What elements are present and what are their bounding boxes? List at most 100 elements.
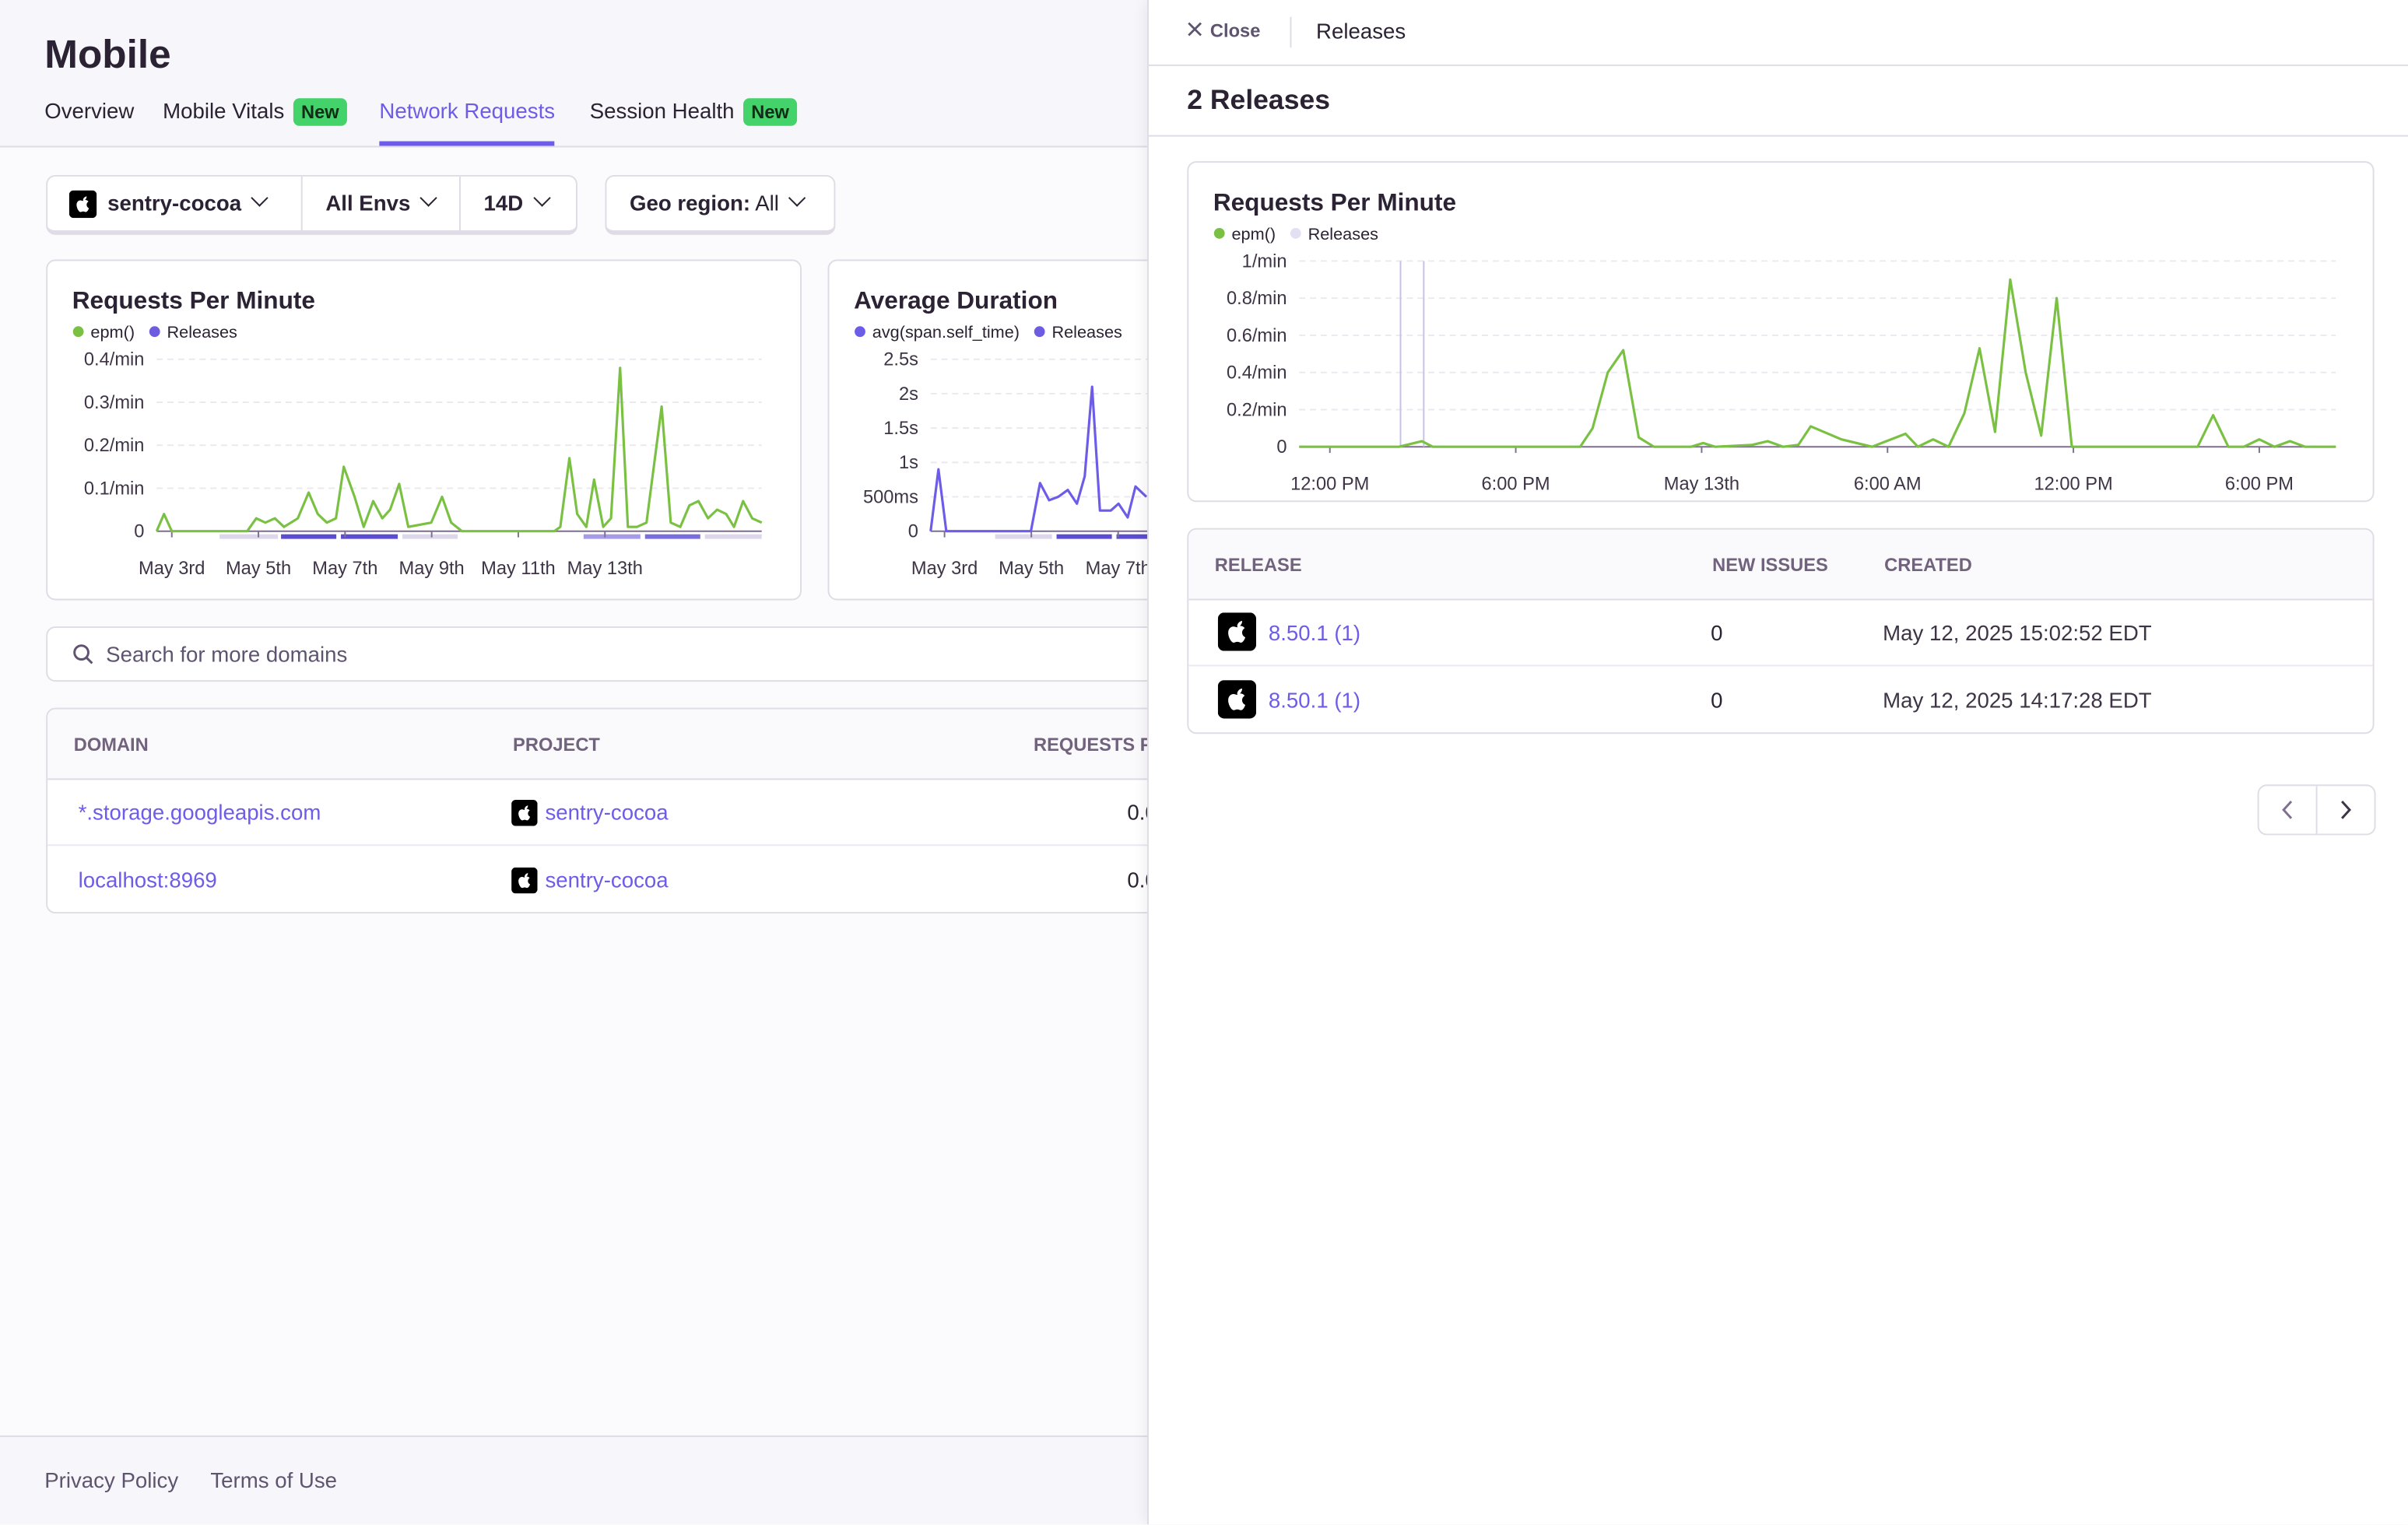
project-link[interactable]: sentry-cocoa <box>545 867 669 892</box>
x-tick-label: 6:00 PM <box>2225 474 2294 494</box>
badge: New <box>293 98 347 126</box>
footer-link[interactable]: Privacy Policy <box>44 1467 179 1492</box>
cell: 0 <box>1711 687 1723 713</box>
legend-dot <box>149 326 160 338</box>
y-tick-label: 1.5s <box>883 419 918 439</box>
badge: New <box>743 98 797 126</box>
tab-label: Session Health <box>589 98 735 123</box>
x-tick-label: May 13th <box>567 559 643 579</box>
x-tick-label: May 13th <box>1664 474 1739 494</box>
x-tick-label: 12:00 PM <box>2034 474 2112 494</box>
project-filter[interactable]: sentry-cocoa <box>107 189 269 216</box>
chart-card: Requests Per Minute epm() Releases 0 0.2/min… <box>1187 161 2375 503</box>
x-tick-label: May 7th <box>1086 559 1151 579</box>
x-tick-label: 6:00 AM <box>1854 474 1922 494</box>
env-filter[interactable]: All Envs <box>325 189 438 216</box>
x-tick-label: May 5th <box>999 559 1064 579</box>
x-tick-label: May 3rd <box>911 559 978 579</box>
releases-table: RELEASE NEW ISSUES CREATED 8.50.1 (1) 0 … <box>1187 528 2375 734</box>
tab[interactable]: Overview <box>44 98 135 123</box>
tab-label: Mobile Vitals <box>163 98 285 123</box>
y-tick-label: 0.2/min <box>1227 400 1287 420</box>
chart: Requests Per Minute epm() Releases 0 0.2/min… <box>1213 188 2336 494</box>
chart-title: Requests Per Minute <box>1213 188 1456 216</box>
x-tick-label: May 3rd <box>139 559 205 579</box>
legend-label: epm() <box>1232 224 1276 244</box>
y-tick-label: 0.4/min <box>1227 363 1287 384</box>
y-tick-label: 0.2/min <box>84 436 145 456</box>
period-filter[interactable]: 14D <box>483 189 551 216</box>
series-line <box>1299 278 2336 448</box>
close-button[interactable]: Close <box>1187 19 1261 42</box>
legend-label: epm() <box>90 322 135 342</box>
cell: May 12, 2025 14:17:28 EDT <box>1883 687 2152 713</box>
cell: May 12, 2025 15:02:52 EDT <box>1883 620 2152 645</box>
legend-label: avg(span.self_time) <box>872 322 1020 342</box>
y-tick-label: 0.1/min <box>84 479 145 499</box>
legend-dot <box>1213 228 1225 239</box>
th: DOMAIN <box>73 734 149 755</box>
x-tick-label: May 11th <box>481 559 556 579</box>
drawer: Close Releases 2 Releases Requests Per M… <box>1146 0 2408 1525</box>
y-tick-label: 0.8/min <box>1227 289 1287 309</box>
next[interactable] <box>2337 800 2353 820</box>
chart-title: Average Duration <box>854 286 1058 314</box>
th: PROJECT <box>513 734 600 755</box>
chart-card: Requests Per Minute epm() Releases 0 0.1/min… <box>46 259 802 601</box>
x-tick-label: May 5th <box>226 559 291 579</box>
x-tick-label: 6:00 PM <box>1482 474 1550 494</box>
y-tick-label: 0.4/min <box>84 350 145 370</box>
th: REQUESTS P <box>1033 734 1153 755</box>
tab[interactable]: Session Health New <box>589 98 797 126</box>
y-tick-label: 0 <box>1276 437 1286 457</box>
legend-dot <box>72 326 84 338</box>
prev[interactable] <box>2280 800 2296 820</box>
legend-dot <box>1290 228 1301 239</box>
legend-label: Releases <box>167 322 237 342</box>
y-tick-label: 0 <box>134 522 144 542</box>
y-tick-label: 1s <box>899 453 918 473</box>
breadcrumb: Releases <box>1316 18 1406 44</box>
legend-label: Releases <box>1308 224 1379 244</box>
geo-value: All <box>755 190 779 216</box>
project-name: sentry-cocoa <box>107 190 242 216</box>
period: 14D <box>483 190 524 216</box>
geo-label: Geo region: <box>630 190 751 216</box>
series-line <box>155 366 763 533</box>
env-name: All Envs <box>325 190 411 216</box>
th: NEW ISSUES <box>1712 554 1828 576</box>
filter-bar: sentry-cocoa All Envs 14D <box>46 174 577 235</box>
domain-link[interactable]: *.storage.googleapis.com <box>78 800 321 825</box>
search-placeholder: Search for more domains <box>106 641 348 667</box>
release-link[interactable]: 8.50.1 (1) <box>1268 620 1361 645</box>
chart: Requests Per Minute epm() Releases 0 0.1/min… <box>72 286 763 579</box>
pager <box>2257 784 2376 836</box>
tab-active[interactable]: Network Requests <box>379 98 556 146</box>
y-tick-label: 500ms <box>863 487 918 507</box>
y-tick-label: 0 <box>908 522 918 542</box>
x-tick-label: May 7th <box>312 559 377 579</box>
geo-filter[interactable]: Geo region: All <box>605 174 836 235</box>
domain-link[interactable]: localhost:8969 <box>78 867 217 892</box>
release-link[interactable]: 8.50.1 (1) <box>1268 687 1361 713</box>
project-link[interactable]: sentry-cocoa <box>545 800 669 825</box>
th: RELEASE <box>1214 554 1302 576</box>
legend-dot <box>1034 326 1045 338</box>
chart-title: Requests Per Minute <box>72 286 315 314</box>
legend-dot <box>855 326 865 338</box>
x-tick-label: May 9th <box>399 559 465 579</box>
tab[interactable]: Mobile Vitals New <box>163 98 347 126</box>
series-line <box>929 385 1148 533</box>
y-tick-label: 1/min <box>1242 251 1287 272</box>
close-label: Close <box>1209 19 1261 42</box>
x-tick-label: 12:00 PM <box>1290 474 1369 494</box>
th: CREATED <box>1884 554 1972 576</box>
footer-link[interactable]: Terms of Use <box>210 1467 338 1492</box>
project-icon <box>69 191 97 219</box>
y-tick-label: 2s <box>899 384 918 405</box>
cell: 0 <box>1711 620 1723 645</box>
page-title: Mobile <box>44 30 171 77</box>
drawer-heading: 2 Releases <box>1187 84 1330 115</box>
legend-label: Releases <box>1051 322 1122 342</box>
